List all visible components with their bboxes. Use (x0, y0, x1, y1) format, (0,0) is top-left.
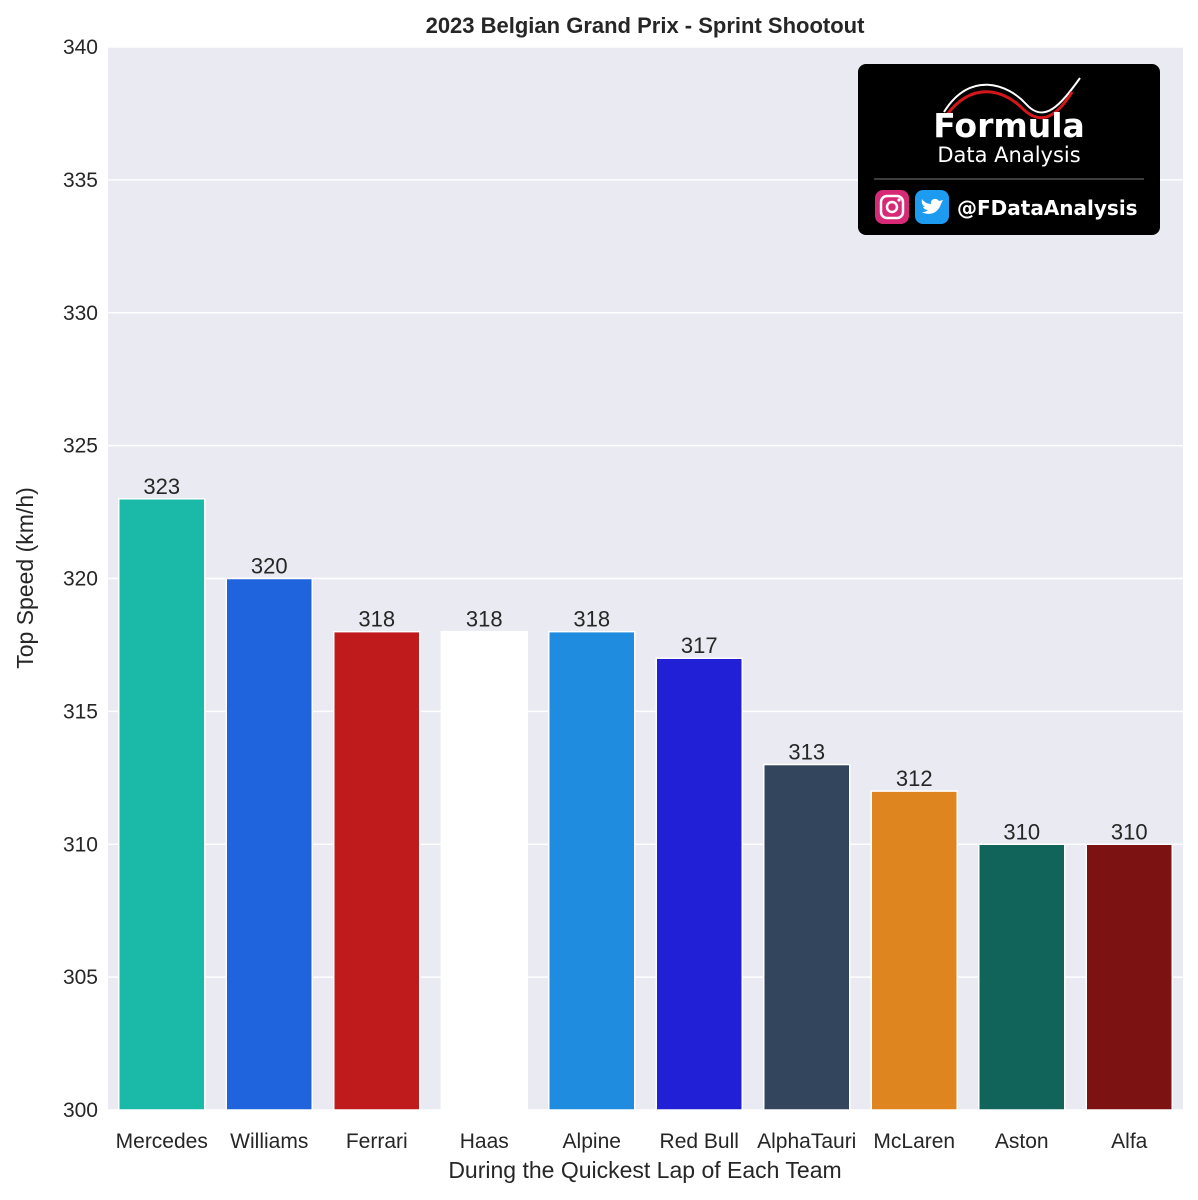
y-tick-label: 335 (63, 169, 98, 192)
bar (548, 630, 636, 1111)
track-swoosh-icon (943, 77, 1081, 114)
y-tick-label: 310 (63, 833, 98, 856)
bar-value-label: 318 (358, 607, 395, 632)
x-tick-label: Ferrari (346, 1130, 408, 1153)
bar-value-label: 320 (251, 554, 288, 579)
bars (118, 498, 1173, 1111)
x-tick-label: Red Bull (660, 1130, 739, 1153)
y-tick-labels: 300 305 310 315 320 325 330 335 340 (63, 36, 98, 1122)
bar (225, 577, 313, 1111)
track-swoosh-accent-icon (944, 90, 1074, 120)
y-tick-label: 305 (63, 966, 98, 989)
x-tick-label: Williams (230, 1130, 308, 1153)
y-tick-label: 300 (63, 1099, 98, 1122)
chart-title: 2023 Belgian Grand Prix - Sprint Shootou… (426, 13, 866, 38)
bar-value-label: 313 (788, 740, 825, 765)
x-tick-label: Alpine (563, 1130, 621, 1153)
y-axis-label: Top Speed (km/h) (12, 487, 38, 669)
bar-value-label: 310 (1111, 819, 1148, 844)
twitter-icon (915, 190, 949, 224)
x-tick-label: AlphaTauri (757, 1130, 856, 1153)
bar-value-label: 312 (896, 766, 933, 791)
y-tick-label: 340 (63, 36, 98, 59)
bar-value-label: 318 (466, 607, 503, 632)
logo-subtitle: Data Analysis (937, 143, 1080, 167)
bar (978, 843, 1066, 1111)
y-tick-label: 315 (63, 700, 98, 723)
bar-value-label: 310 (1003, 819, 1040, 844)
y-tick-label: 330 (63, 302, 98, 325)
bar (333, 630, 421, 1111)
bar (118, 498, 206, 1111)
y-tick-label: 320 (63, 568, 98, 591)
x-tick-label: Alfa (1111, 1130, 1148, 1153)
x-axis-label: During the Quickest Lap of Each Team (448, 1157, 841, 1183)
bar (1085, 843, 1173, 1111)
bar (655, 657, 743, 1111)
y-tick-label: 325 (63, 435, 98, 458)
x-tick-label: Aston (995, 1130, 1049, 1153)
bar-value-label: 318 (573, 607, 610, 632)
instagram-icon (875, 190, 909, 224)
bar (763, 763, 851, 1111)
bar-value-labels: 323 320 318 318 318 317 313 312 310 310 (143, 474, 1147, 844)
x-tick-labels: Mercedes Williams Ferrari Haas Alpine Red Bul… (116, 1130, 1148, 1153)
x-tick-label: Mercedes (116, 1130, 208, 1153)
bar (870, 790, 958, 1111)
bar (440, 630, 528, 1111)
logo-title: Formula (933, 106, 1085, 145)
x-tick-label: McLaren (873, 1130, 955, 1153)
bar-value-label: 323 (143, 474, 180, 499)
logo-handle: @FDataAnalysis (957, 196, 1138, 220)
bar-value-label: 317 (681, 633, 718, 658)
logo-badge: Formula Data Analysis @FDataAnalysis (858, 64, 1160, 235)
x-tick-label: Haas (460, 1130, 509, 1153)
